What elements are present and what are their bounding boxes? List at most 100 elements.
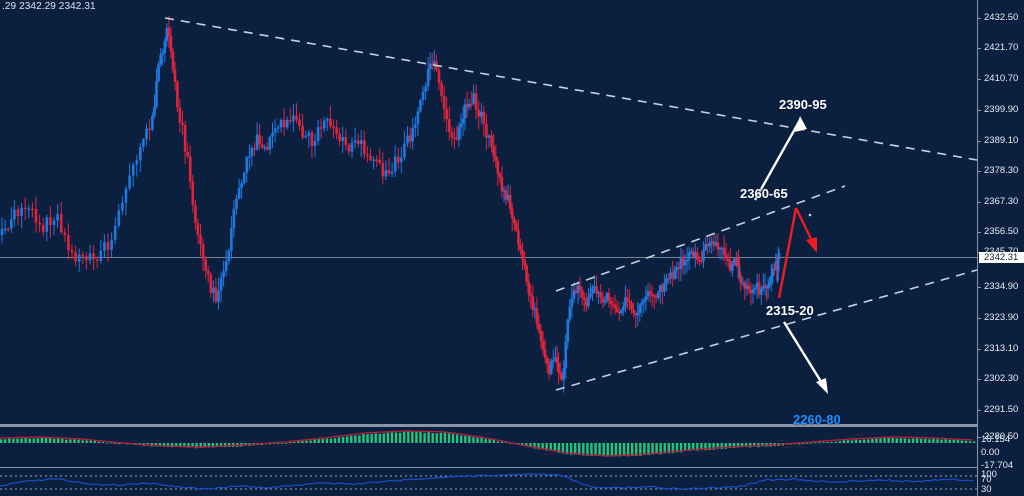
macd-histogram-bar [622,443,626,456]
macd-histogram-bar [289,442,292,443]
macd-histogram-bar [203,443,206,448]
candle-body [13,209,16,220]
candle-body [749,290,753,294]
candle-body [566,319,570,342]
candle-body [537,323,541,331]
macd-histogram-bar [749,443,752,448]
candle-body [204,259,207,271]
candle-body [587,297,590,307]
candle-body [737,257,740,265]
candle-body [659,285,662,292]
macd-histogram-bar [162,443,166,447]
price-axis[interactable]: 2432.50 2421.70 2410.70 2399.90 2389.10 2378.… [977,0,1024,496]
macd-histogram-bar [602,443,605,457]
macd-histogram-bar [374,433,377,443]
macd-pane[interactable] [0,427,977,467]
macd-histogram-bar [687,443,691,451]
candle-body [541,341,545,350]
macd-histogram-bar [260,443,263,445]
rsi-pane[interactable] [0,470,977,496]
macd-histogram-bar [557,443,561,453]
candle-body [698,259,701,262]
candle-body [219,277,223,291]
candle-body [508,195,512,209]
macd-histogram-bar [183,443,186,448]
macd-histogram-bar [105,442,109,444]
candle-body [263,147,267,149]
candle-body [679,256,683,269]
macd-histogram-bar [191,443,194,448]
macd-histogram-bar [614,443,618,457]
price-axis-tick: 2410.70 [978,73,1024,85]
candle-body [411,128,414,142]
candle-body [710,241,713,244]
candle-body [747,285,751,291]
candle-body [406,135,409,144]
price-pane[interactable]: .29 2342.29 2342.31 [0,0,978,424]
macd-histogram-bar [875,438,878,443]
candle-body [661,285,664,292]
candle-body [403,143,406,158]
candle-body [353,140,357,143]
candle-body [673,270,676,279]
macd-histogram-bar [887,437,890,443]
macd-histogram-bar [785,443,789,445]
macd-histogram-bar [683,443,687,451]
candle-body [266,147,269,150]
candle-body [574,290,578,294]
candle-body [183,125,187,152]
candle-body [199,235,202,245]
candle-body [652,295,656,297]
candle-body [517,229,520,245]
candle-body [301,125,304,138]
candle-body [209,274,213,293]
candle-body [393,156,397,172]
current-price-tag: 2342.31 [979,252,1024,263]
candle-body [646,291,650,297]
candle-body [630,302,633,310]
macd-histogram-bar [390,432,394,443]
candle-body [562,368,565,380]
candle-body [131,164,135,176]
candle-body [718,248,722,250]
macd-histogram-bar [891,437,894,443]
macd-histogram-bar [740,443,744,448]
macd-histogram-bar [801,443,805,444]
macd-histogram-bar [854,439,858,443]
macd-histogram-bar [846,440,850,443]
candle-body [222,270,225,278]
candle-body [615,308,619,312]
macd-histogram-bar [647,443,650,455]
macd-histogram-bar [48,437,52,443]
candle-body [591,287,594,294]
macd-histogram-bar [944,439,947,443]
candle-body [465,104,469,108]
candle-body [250,148,254,157]
annotation-2390-95: 2390-95 [779,97,827,112]
candle-body [20,207,23,216]
macd-histogram-bar [223,443,227,448]
candle-body [722,247,726,255]
candle-body [683,260,687,266]
macd-histogram-bar [118,443,121,445]
candle-body [519,244,522,250]
candle-body [667,278,670,280]
candle-body [726,258,730,261]
current-price-line [0,257,977,258]
macd-histogram-bar [692,443,695,451]
candle-body [733,258,736,264]
candle-body [363,140,366,155]
forecast-arrow-red [777,207,817,299]
candle-body [555,357,559,364]
candle-body [173,69,177,82]
macd-histogram-bar [618,443,622,457]
macd-histogram-bar [305,440,308,443]
candle-body [145,128,148,140]
macd-histogram-bar [354,435,357,443]
price-axis-tick: 2399.90 [978,104,1024,116]
candle-body [601,297,605,303]
candle-body [474,93,478,110]
macd-histogram-bar [394,432,398,443]
